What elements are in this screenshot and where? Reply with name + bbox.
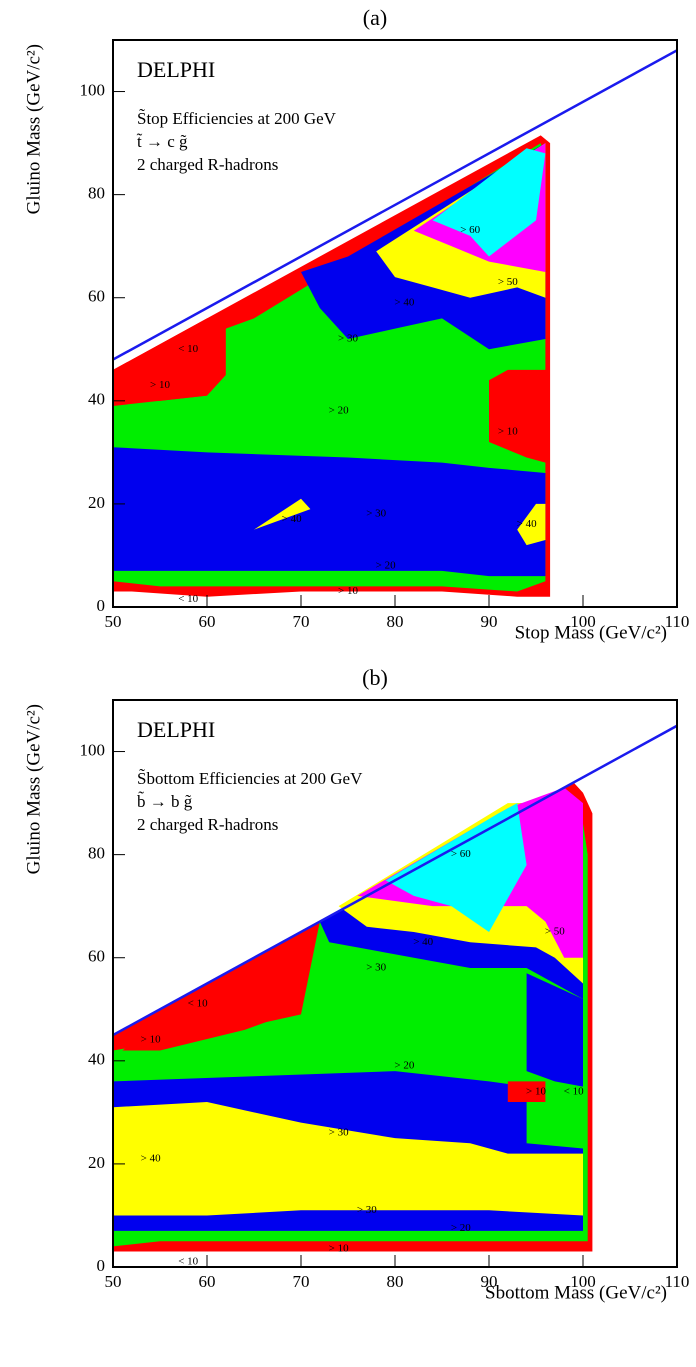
x-tick-label: 60 — [199, 612, 216, 631]
y-tick-label: 40 — [88, 390, 105, 409]
x-tick-label: 50 — [105, 1272, 122, 1291]
x-tick-label: 90 — [481, 1272, 498, 1291]
region-label: > 10 — [141, 1034, 161, 1046]
plot-title: DELPHI — [137, 717, 215, 742]
region-label: > 30 — [366, 962, 386, 974]
x-tick-label: 80 — [387, 1272, 404, 1291]
y-tick-label: 40 — [88, 1050, 105, 1069]
efficiency-region — [113, 1102, 583, 1216]
region-label: < 10 — [564, 1085, 584, 1097]
region-label: > 10 — [150, 379, 170, 391]
x-tick-label: 100 — [570, 1272, 596, 1291]
x-tick-label: 70 — [293, 612, 310, 631]
efficiency-region — [432, 148, 546, 257]
region-label: > 30 — [329, 1127, 349, 1139]
region-label: > 10 — [329, 1242, 349, 1254]
kinematic-limit — [113, 724, 677, 1037]
x-tick-label: 110 — [665, 1272, 690, 1291]
efficiency-region — [498, 369, 546, 458]
y-tick-label: 20 — [88, 493, 105, 512]
panel-label: (a) — [363, 5, 387, 30]
region-label: > 30 — [338, 332, 358, 344]
efficiency-region — [113, 447, 546, 577]
region-label: > 20 — [451, 1222, 471, 1234]
y-tick-label: 60 — [88, 287, 105, 306]
x-tick-label: 110 — [665, 612, 690, 631]
region-label: > 40 — [394, 296, 414, 308]
efficiency-region — [385, 803, 527, 932]
x-tick-label: 60 — [199, 1272, 216, 1291]
y-tick-label: 80 — [88, 184, 105, 203]
y-tick-label: 100 — [80, 80, 106, 99]
x-tick-label: 70 — [293, 1272, 310, 1291]
region-label: < 10 — [178, 593, 198, 605]
region-label: > 20 — [376, 559, 396, 571]
region-label: > 60 — [460, 224, 480, 236]
region-label: < 10 — [188, 998, 208, 1010]
region-label: < 10 — [178, 1255, 198, 1267]
region-label: > 20 — [329, 405, 349, 417]
y-tick-label: 20 — [88, 1153, 105, 1172]
x-tick-label: 80 — [387, 612, 404, 631]
efficiency-region — [122, 957, 302, 1051]
plot-caption: 2 charged R-hadrons — [137, 155, 278, 174]
region-label: > 50 — [498, 276, 518, 288]
plot-area — [113, 49, 677, 597]
x-axis-title: Stop Mass (GeV/c²) — [515, 622, 667, 643]
x-tick-label: 100 — [570, 612, 596, 631]
y-axis-title: Gluino Mass (GeV/c²) — [23, 704, 44, 874]
x-tick-label: 90 — [481, 612, 498, 631]
region-label: > 10 — [526, 1085, 546, 1097]
plot-caption: b̃ → b g̃ — [137, 792, 193, 811]
plot-title: DELPHI — [137, 57, 215, 82]
plot-caption: S̃top Efficiencies at 200 GeV — [137, 109, 337, 128]
region-label: > 30 — [357, 1204, 377, 1216]
region-label: > 40 — [141, 1152, 161, 1164]
region-label: > 20 — [394, 1060, 414, 1072]
region-label: < 10 — [178, 343, 198, 355]
y-tick-label: 100 — [80, 740, 106, 759]
region-label: > 10 — [338, 585, 358, 597]
efficiency-region — [507, 1081, 546, 1103]
efficiency-region — [113, 318, 226, 401]
efficiency-region — [526, 973, 583, 1087]
region-label: > 30 — [366, 508, 386, 520]
efficiency-region — [254, 498, 311, 530]
region-label: > 60 — [451, 848, 471, 860]
region-label: > 40 — [413, 936, 433, 948]
plot-caption: t̃ → c g̃ — [137, 132, 188, 151]
y-tick-label: 80 — [88, 844, 105, 863]
region-label: > 50 — [545, 925, 565, 937]
efficiency-region — [517, 503, 546, 546]
region-label: > 10 — [498, 425, 518, 437]
region-label: > 40 — [282, 513, 302, 525]
y-axis-title: Gluino Mass (GeV/c²) — [23, 44, 44, 214]
x-tick-label: 50 — [105, 612, 122, 631]
kinematic-limit — [113, 49, 677, 361]
plot-area — [113, 724, 677, 1252]
y-tick-label: 0 — [97, 1256, 106, 1275]
plot-caption: 2 charged R-hadrons — [137, 815, 278, 834]
panel-label: (b) — [362, 665, 388, 690]
y-tick-label: 0 — [97, 596, 106, 615]
plot-caption: S̃bottom Efficiencies at 200 GeV — [137, 769, 363, 788]
region-label: > 40 — [517, 518, 537, 530]
x-axis-title: Sbottom Mass (GeV/c²) — [485, 1282, 667, 1303]
y-tick-label: 60 — [88, 947, 105, 966]
